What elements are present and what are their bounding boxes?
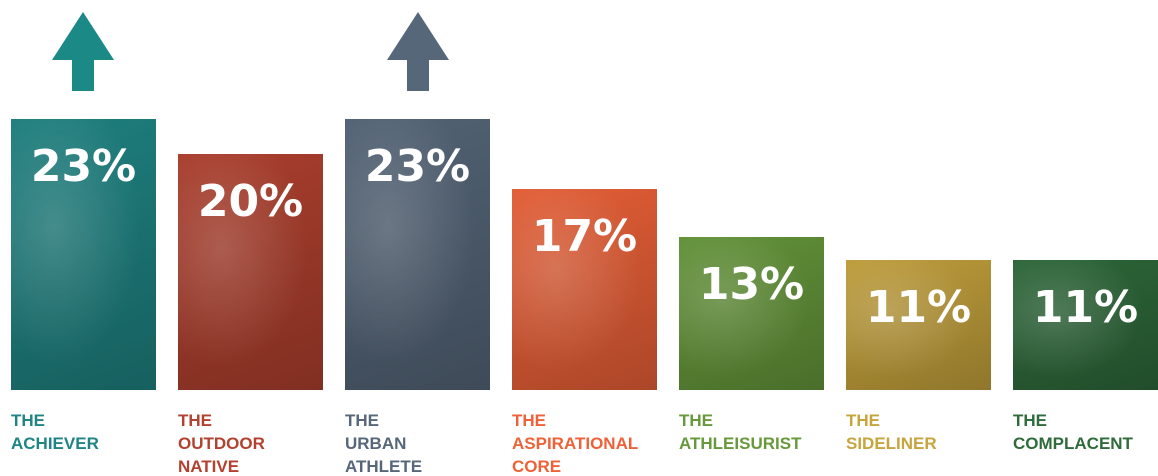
bar xyxy=(1013,260,1158,390)
up-arrow xyxy=(387,12,449,91)
bar xyxy=(345,118,490,390)
value-label: 13% xyxy=(698,258,805,310)
value-label: 17% xyxy=(531,211,638,263)
value-label: 23% xyxy=(364,140,471,192)
bar xyxy=(846,260,991,390)
category-label: THE ATHLEISURIST xyxy=(679,411,802,453)
up-arrow xyxy=(52,12,114,91)
category-label: THE URBAN ATHLETE xyxy=(345,411,423,476)
category-label: THE ACHIEVER xyxy=(11,411,99,453)
value-label: 23% xyxy=(30,140,137,192)
value-label: 11% xyxy=(1032,282,1139,334)
category-label: THE OUTDOOR NATIVE xyxy=(178,411,265,476)
arrows xyxy=(52,12,449,91)
category-label: THE COMPLACENT xyxy=(1013,411,1133,453)
category-label: THE ASPIRATIONAL CORE xyxy=(512,411,639,476)
bar xyxy=(679,236,824,390)
category-label: THE SIDELINER xyxy=(846,411,937,453)
value-label: 11% xyxy=(865,282,972,334)
bar xyxy=(512,189,657,390)
value-label: 20% xyxy=(197,176,304,227)
bar xyxy=(178,154,323,390)
bar xyxy=(11,118,156,390)
